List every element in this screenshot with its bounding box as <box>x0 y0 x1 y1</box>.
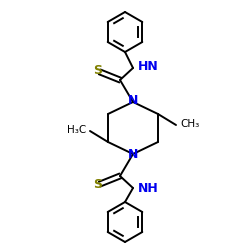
Text: N: N <box>128 148 138 162</box>
Text: S: S <box>94 178 102 192</box>
Text: N: N <box>128 94 138 108</box>
Text: H₃C: H₃C <box>67 125 86 135</box>
Text: HN: HN <box>138 60 159 74</box>
Text: NH: NH <box>138 182 159 196</box>
Text: CH₃: CH₃ <box>180 119 199 129</box>
Text: S: S <box>94 64 102 78</box>
